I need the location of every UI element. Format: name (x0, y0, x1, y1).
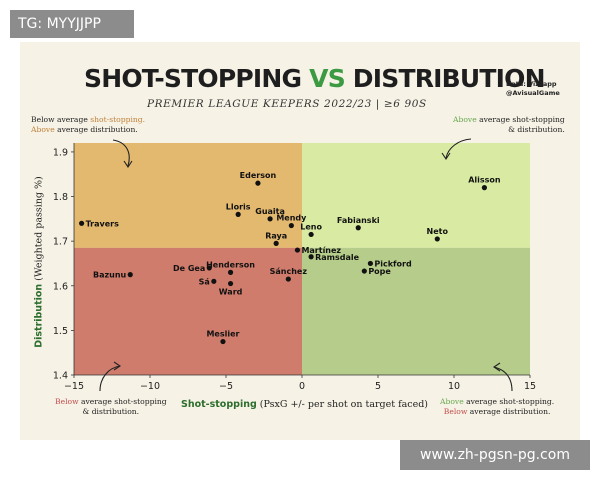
point-guaita (267, 216, 273, 222)
point-sánchez (285, 276, 291, 282)
point-label: Raya (265, 231, 287, 240)
point-fabianski (355, 225, 361, 231)
point-meslier (220, 338, 226, 345)
note-top-right: Above average shot-stopping & distributi… (453, 115, 565, 134)
point-de gea (206, 265, 212, 271)
point-label: Sánchez (270, 267, 308, 276)
y-tick-label: 1.7 (53, 237, 68, 248)
x-tick-label: −15 (64, 381, 84, 392)
point-label: Henderson (206, 260, 255, 269)
point-label: Meslier (206, 330, 239, 339)
point-alisson (481, 185, 487, 191)
quadrant-bottom-right (302, 247, 530, 375)
point-label: Ward (219, 288, 243, 297)
arrow-top-left-icon (112, 139, 130, 167)
watermark-bottom: www.zh-pgsn-pg.com (400, 440, 590, 470)
point-lloris (235, 211, 241, 217)
point-raya (273, 240, 279, 246)
x-tick-label: 15 (524, 381, 536, 392)
point-label: Guaita (255, 207, 285, 216)
point-label: Lloris (226, 202, 251, 211)
point-label: Neto (427, 227, 449, 236)
point-travers (79, 220, 85, 226)
x-tick-label: −10 (140, 381, 160, 392)
point-label: Pickford (374, 259, 412, 268)
quadrant-bottom-left (74, 247, 302, 375)
title-part2: DISTRIBUTION (344, 64, 546, 93)
point-leno (308, 231, 314, 238)
credit-handle: @AvisualGame (506, 89, 560, 97)
quadrant-top-left (74, 143, 302, 248)
note-bottom-right: Above average shot-stopping. Below avera… (440, 397, 555, 416)
x-tick-label: 5 (375, 381, 381, 392)
title-part1: SHOT-STOPPING (84, 64, 310, 93)
point-ward (227, 280, 234, 287)
arrow-bottom-left-icon (99, 365, 121, 392)
point-label: Fabianski (337, 216, 380, 225)
point-label: Bazunu (93, 271, 127, 280)
point-label: Alisson (468, 176, 501, 185)
y-tick-label: 1.4 (53, 371, 68, 382)
chart-subtitle: PREMIER LEAGUE KEEPERS 2022/23 | ≥6 90S (147, 98, 427, 110)
note-top-left: Below average shot-stopping. Above avera… (31, 115, 146, 134)
title-vs: VS (309, 64, 346, 93)
point-label: De Gea (173, 264, 205, 273)
chart-title: SHOT-STOPPING VS DISTRIBUTION (84, 64, 546, 93)
x-axis-label: Shot-stopping (PsxG +/- per shot on targ… (181, 399, 429, 410)
point-mendy (288, 222, 294, 229)
arrowhead-top-right-icon (441, 152, 451, 160)
x-tick-label: −5 (219, 381, 233, 392)
point-label: Ramsdale (315, 253, 360, 262)
x-tick-label: 0 (299, 381, 305, 392)
point-ramsdale (308, 254, 314, 260)
point-label: Mendy (276, 214, 307, 223)
arrow-bottom-right-icon (493, 366, 513, 392)
watermark-top: TG: MYYJJPP (10, 10, 134, 38)
point-ederson (255, 180, 261, 186)
point-martínez (294, 247, 301, 253)
y-tick-label: 1.5 (53, 326, 68, 337)
note-bottom-left: Below average shot-stopping & distributi… (55, 397, 167, 416)
quadrant-top-right (302, 143, 530, 248)
point-bazunu (127, 272, 133, 278)
point-henderson (227, 269, 234, 275)
point-label: Pope (368, 267, 391, 276)
point-label: Martínez (301, 246, 341, 255)
x-tick-label: 10 (448, 381, 460, 392)
point-sá (211, 278, 217, 284)
arrow-top-right-icon (445, 138, 472, 159)
point-label: Leno (300, 222, 322, 231)
credit-data: Data: Vizzapp (506, 80, 557, 88)
credit: Data: Vizzapp @AvisualGame (506, 80, 560, 98)
point-neto (434, 236, 440, 242)
arrowhead-top-left-icon (123, 160, 133, 168)
y-tick-label: 1.9 (53, 147, 68, 158)
arrowhead-bottom-left-icon (113, 361, 121, 371)
point-label: Travers (86, 219, 120, 228)
y-tick-label: 1.8 (53, 192, 68, 203)
point-pope (361, 268, 367, 274)
point-label: Sá (199, 277, 210, 286)
arrowhead-bottom-right-icon (493, 362, 501, 372)
point-pickford (367, 260, 373, 267)
y-tick-label: 1.6 (53, 281, 68, 292)
point-label: Ederson (240, 171, 277, 180)
